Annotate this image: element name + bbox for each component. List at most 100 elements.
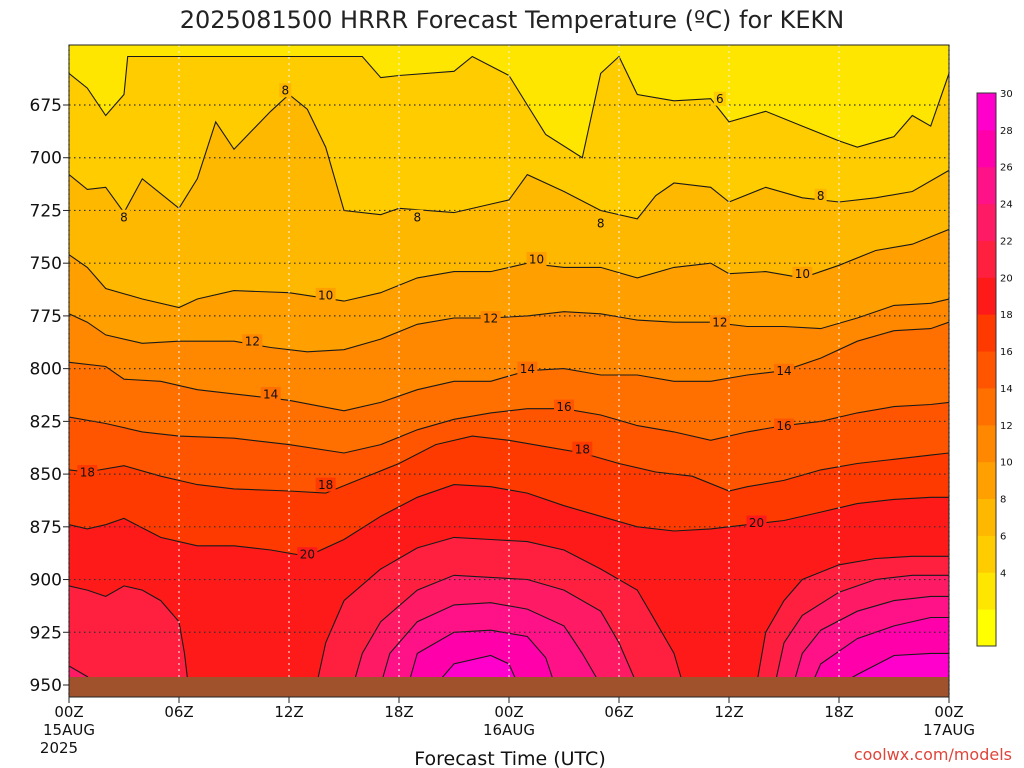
contour-label-text: 8 [414, 210, 422, 224]
contour-label-text: 18 [318, 478, 333, 492]
x-tick-label: 12Z [274, 703, 303, 721]
colorbar-label: 12 [1000, 421, 1013, 432]
y-tick-label: 950 [30, 676, 62, 696]
contour-label-bg [594, 216, 607, 231]
band-fill-22-8 [69, 585, 189, 697]
x-tick-date: 17AUG [923, 721, 975, 739]
contour-label-10: 12 [480, 311, 501, 326]
colorbar-swatch [977, 240, 996, 278]
contour-label-bg [77, 464, 98, 479]
contour-line-22-9 [315, 536, 684, 686]
colorbar-swatch [977, 387, 996, 426]
colorbar-label: 28 [1000, 126, 1013, 137]
contour-label-6: 10 [315, 287, 336, 302]
contour-label-1: 8 [279, 83, 292, 98]
contour-line-22-10 [755, 555, 949, 686]
contour-label-18: 18 [315, 477, 336, 492]
contour-label-bg [526, 251, 547, 266]
contour-label-7: 10 [526, 251, 547, 266]
y-tick-label: 825 [30, 412, 62, 432]
contour-label-bg [118, 209, 130, 224]
contour-label-layer: 6 8 8 8 8 8 10 10 10 12 12 12 14 14 14 16 16 18 18 18 20 20 [77, 83, 827, 562]
contour-label-text: 10 [318, 288, 333, 302]
contour-label-text: 8 [120, 210, 128, 224]
colorbar-label: 10 [1000, 458, 1013, 469]
contour-label-text: 18 [575, 442, 590, 456]
contour-label-19: 18 [572, 441, 593, 456]
contour-label-3: 8 [411, 209, 424, 224]
contour-label-bg [814, 188, 827, 203]
contour-label-14: 14 [774, 363, 794, 378]
contour-label-text: 18 [80, 465, 95, 479]
y-tick-label: 775 [30, 307, 62, 327]
contour-label-text: 10 [795, 267, 810, 281]
y-tick-label: 850 [30, 465, 62, 485]
contour-label-bg [709, 315, 730, 330]
contour-label-bg [517, 361, 538, 376]
contour-label-bg [411, 209, 424, 224]
colorbar-swatch [977, 498, 996, 536]
x-tick-year: 2025 [40, 739, 78, 757]
y-tick-label: 875 [30, 518, 62, 538]
contour-label-15: 16 [554, 399, 574, 414]
ground-surface [69, 677, 949, 697]
colorbar-swatch [977, 203, 996, 241]
x-tick-date: 16AUG [483, 721, 535, 739]
contour-label-text: 16 [776, 419, 791, 433]
contour-label-text: 12 [712, 316, 727, 330]
colorbar-label: 8 [1000, 495, 1006, 506]
colorbar-swatch [977, 351, 996, 389]
contour-label-21: 20 [746, 515, 767, 530]
contour-label-8: 10 [792, 266, 813, 281]
colorbar-swatch [977, 424, 996, 463]
contour-label-text: 14 [520, 362, 535, 376]
chart-title: 2025081500 HRRR Forecast Temperature (ºC… [180, 6, 845, 34]
colorbar-swatch [977, 535, 996, 573]
contour-line-20-7 [69, 484, 949, 557]
colorbar-swatch [977, 93, 996, 131]
colorbar-swatch [977, 277, 996, 315]
contour-line-28-17 [810, 616, 949, 686]
contour-label-bg [572, 441, 593, 456]
contour-label-text: 6 [716, 92, 724, 106]
colorbar-frame [976, 92, 997, 647]
contour-label-text: 16 [556, 400, 571, 414]
contour-line-30-18 [435, 654, 519, 686]
colorbar-label: 14 [1000, 384, 1013, 395]
contour-line-28-16 [407, 629, 556, 686]
contour-line-16-5 [69, 401, 949, 454]
colorbar-label: 20 [1000, 273, 1013, 284]
colorbar-label: 16 [1000, 347, 1013, 358]
colorbar-label: 24 [1000, 200, 1013, 211]
colorbar-label: 4 [1000, 568, 1006, 579]
colorbar-swatch [977, 609, 996, 647]
x-tick-label: 06Z [604, 703, 633, 721]
x-tick-label: 00Z [494, 703, 523, 721]
colorbar-swatch [977, 166, 996, 205]
contour-label-text: 14 [776, 364, 791, 378]
colorbar-swatch [977, 314, 996, 352]
contour-label-bg [297, 547, 318, 562]
contour-label-bg [260, 386, 281, 401]
colorbar-swatch [977, 572, 996, 610]
contour-line-8-1 [69, 93, 949, 220]
colorbar-label: 18 [1000, 310, 1013, 321]
contour-label-text: 10 [529, 252, 544, 266]
y-tick-label: 900 [30, 571, 62, 591]
contour-label-text: 20 [749, 516, 764, 530]
contour-line-22-8 [69, 585, 189, 686]
contour-label-bg [315, 287, 336, 302]
x-tick-date: 15AUG [43, 721, 95, 739]
x-tick-label: 18Z [824, 703, 853, 721]
contour-label-bg [554, 399, 574, 414]
contour-label-bg [315, 477, 336, 492]
x-tick-label: 06Z [164, 703, 193, 721]
contour-label-0: 6 [713, 91, 726, 106]
y-axis: 675 700 725 750 775 800 825 850 875 900 925 950 [30, 96, 69, 696]
colorbar-label: 30 [1000, 89, 1013, 100]
contour-label-13: 14 [517, 361, 538, 376]
x-axis-label: Forecast Time (UTC) [414, 748, 605, 768]
colorbar-label: 6 [1000, 531, 1006, 542]
contour-line-18-6 [69, 435, 949, 494]
colorbar-swatch [977, 129, 996, 168]
